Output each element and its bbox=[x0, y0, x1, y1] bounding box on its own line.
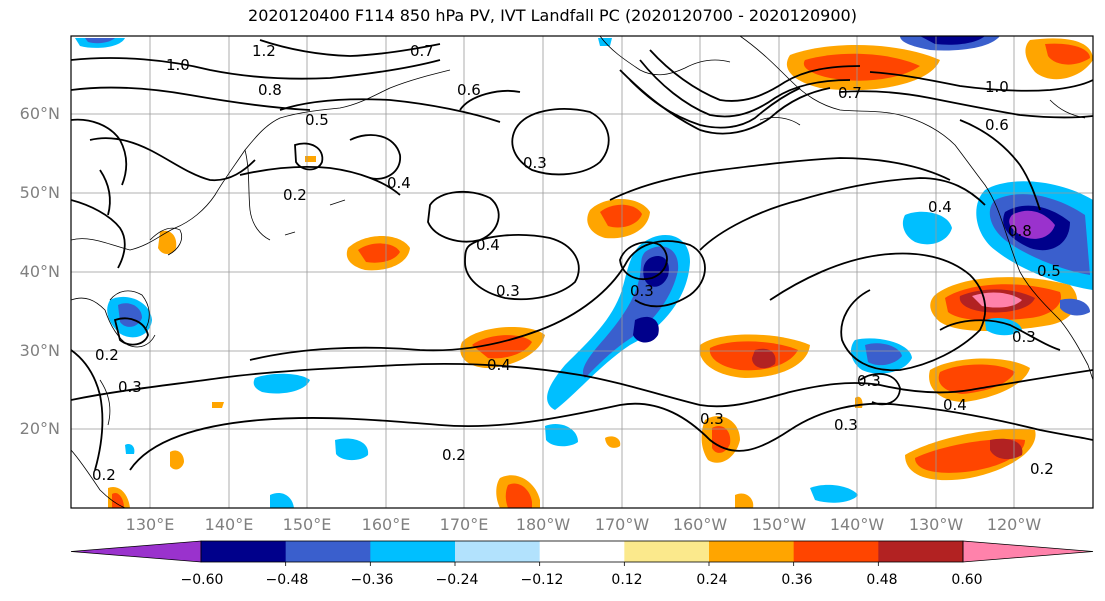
lon-label: 160°W bbox=[672, 515, 728, 534]
contour-label: 0.7 bbox=[410, 42, 434, 60]
contour-label: 0.2 bbox=[1030, 460, 1054, 478]
contour-label: 0.2 bbox=[283, 186, 307, 204]
lon-label: 170°W bbox=[594, 515, 650, 534]
lon-label: 180°W bbox=[515, 515, 571, 534]
lat-label: 20°N bbox=[19, 419, 60, 438]
colorbar-tick-label: −0.60 bbox=[180, 572, 224, 588]
colorbar-bin bbox=[539, 541, 625, 562]
colorbar-bin bbox=[878, 541, 964, 562]
map-panel: 1.0 1.2 0.7 0.6 0.8 0.5 0.2 0.4 0.3 0.4 … bbox=[71, 36, 1093, 508]
colorbar-bin bbox=[709, 541, 795, 562]
colorbar-bin bbox=[793, 541, 879, 562]
lat-label: 40°N bbox=[19, 262, 60, 281]
contour-label: 0.6 bbox=[457, 81, 481, 99]
graticule bbox=[71, 36, 1093, 508]
contour-label: 1.0 bbox=[985, 78, 1009, 96]
lon-label: 150°W bbox=[751, 515, 807, 534]
contour-label: 0.2 bbox=[442, 446, 466, 464]
contour-label: 0.3 bbox=[523, 154, 547, 172]
contour-label: 0.2 bbox=[92, 466, 116, 484]
colorbar-tick-label: 0.60 bbox=[951, 572, 983, 588]
colorbar-tick-label: −0.12 bbox=[520, 572, 564, 588]
lat-label: 60°N bbox=[19, 104, 60, 123]
contour-label: 0.3 bbox=[1012, 328, 1036, 346]
lon-label: 130°W bbox=[908, 515, 964, 534]
contour-label: 0.4 bbox=[476, 236, 500, 254]
lon-label: 140°E bbox=[204, 515, 254, 534]
colorbar-tick-label: 0.36 bbox=[781, 572, 813, 588]
colorbar-tick-label: −0.36 bbox=[350, 572, 394, 588]
lon-label: 170°E bbox=[439, 515, 489, 534]
colorbar-bin bbox=[370, 541, 456, 562]
contour-label: 1.0 bbox=[166, 56, 190, 74]
lat-label: 50°N bbox=[19, 183, 60, 202]
colorbar-tick-label: −0.48 bbox=[265, 572, 309, 588]
contour-label: 0.4 bbox=[928, 198, 952, 216]
lon-label: 160°E bbox=[361, 515, 411, 534]
contour-label: 0.4 bbox=[387, 174, 411, 192]
ivt-shading bbox=[75, 36, 1093, 508]
contour-label: 0.3 bbox=[857, 372, 881, 390]
contour-label: 0.6 bbox=[985, 116, 1009, 134]
colorbar-frame bbox=[200, 540, 964, 563]
lon-label: 150°E bbox=[282, 515, 332, 534]
contour-label: 0.3 bbox=[834, 416, 858, 434]
map-frame bbox=[70, 35, 1094, 509]
contour-labels: 1.0 1.2 0.7 0.6 0.8 0.5 0.2 0.4 0.3 0.4 … bbox=[92, 42, 1061, 484]
colorbar-tick-label: 0.12 bbox=[611, 572, 643, 588]
map-title: 2020120400 F114 850 hPa PV, IVT Landfall… bbox=[248, 6, 857, 25]
contour-label: 0.4 bbox=[487, 356, 511, 374]
contour-label: 0.3 bbox=[700, 410, 724, 428]
contour-label: 1.2 bbox=[252, 42, 276, 60]
contour-label: 0.3 bbox=[630, 282, 654, 300]
contour-label: 0.3 bbox=[496, 282, 520, 300]
contour-label: 0.8 bbox=[1008, 222, 1032, 240]
colorbar bbox=[70, 540, 1094, 566]
contour-label: 0.8 bbox=[258, 81, 282, 99]
contour-label: 0.2 bbox=[95, 346, 119, 364]
colorbar-tick-label: 0.48 bbox=[866, 572, 898, 588]
lat-label: 30°N bbox=[19, 341, 60, 360]
colorbar-bin bbox=[455, 541, 541, 562]
lon-label: 140°W bbox=[829, 515, 885, 534]
contour-label: 0.7 bbox=[838, 84, 862, 102]
lon-label: 120°W bbox=[986, 515, 1042, 534]
pv-contours bbox=[71, 39, 1093, 471]
coastlines bbox=[71, 36, 1093, 508]
colorbar-tick-label: 0.24 bbox=[696, 572, 728, 588]
contour-label: 0.3 bbox=[118, 378, 142, 396]
colorbar-bin bbox=[201, 541, 287, 562]
contour-label: 0.5 bbox=[305, 111, 329, 129]
lon-label: 130°E bbox=[125, 515, 175, 534]
contour-label: 0.4 bbox=[943, 396, 967, 414]
colorbar-bin bbox=[624, 541, 710, 562]
colorbar-extend-max bbox=[962, 540, 1094, 563]
colorbar-tick-label: −0.24 bbox=[435, 572, 479, 588]
colorbar-bin bbox=[285, 541, 371, 562]
colorbar-extend-min bbox=[70, 540, 202, 563]
contour-label: 0.5 bbox=[1037, 262, 1061, 280]
